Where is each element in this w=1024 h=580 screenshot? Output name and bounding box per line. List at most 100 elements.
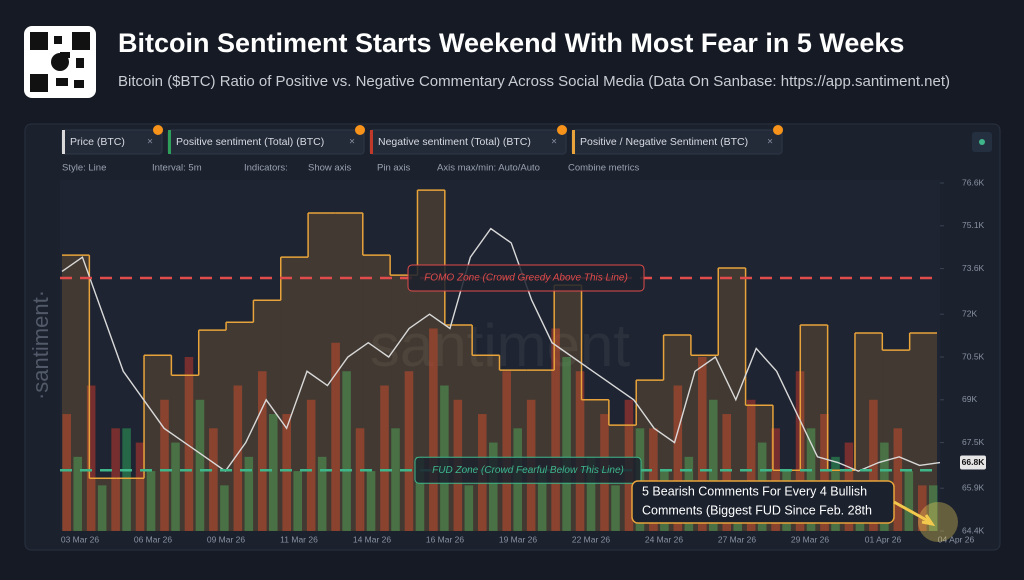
btc-badge xyxy=(355,125,365,135)
x-tick-label: 22 Mar 26 xyxy=(572,534,611,544)
y-tick-label: 75.1K xyxy=(962,220,985,230)
zone-label: FUD Zone (Crowd Fearful Below This Line) xyxy=(432,465,624,476)
callout-text: 5 Bearish Comments For Every 4 Bullish xyxy=(642,484,867,498)
tab-close: × xyxy=(147,137,153,148)
legend-label: Negative sentiment (Total) (BTC) xyxy=(378,136,531,148)
ratio-area xyxy=(444,325,473,531)
sentiment-bar xyxy=(806,428,816,531)
ratio-area xyxy=(335,212,363,532)
legend-swatch xyxy=(168,130,171,154)
sentiment-bar xyxy=(562,357,571,531)
sentiment-bar xyxy=(586,456,596,531)
y-tick-label: 69K xyxy=(962,394,977,404)
title: Bitcoin Sentiment Starts Weekend With Mo… xyxy=(118,28,904,58)
sentiment-bar xyxy=(171,442,180,531)
sentiment-bar xyxy=(698,357,707,531)
x-tick-label: 01 Apr 26 xyxy=(865,534,902,544)
callout-text: Comments (Biggest FUD Since Feb. 28th xyxy=(642,503,872,517)
sentiment-bar xyxy=(929,485,938,531)
sentiment-bar xyxy=(611,485,620,531)
x-tick-label: 11 Mar 26 xyxy=(280,534,318,544)
x-tick-label: 29 Mar 26 xyxy=(791,534,830,544)
y-tick-label: 76.6K xyxy=(962,177,985,187)
sentiment-bar xyxy=(306,399,316,531)
ratio-area xyxy=(362,255,391,531)
sentiment-bar xyxy=(97,485,107,531)
tab-close: × xyxy=(767,137,773,148)
status-dot xyxy=(979,139,985,145)
toolbar-item[interactable]: Interval: 5m xyxy=(152,163,202,174)
sentiment-bar xyxy=(86,385,96,531)
y-tick-label: 70.5K xyxy=(962,351,985,361)
sentiment-bar xyxy=(464,485,474,531)
ratio-area xyxy=(116,478,145,531)
sentiment-bar xyxy=(317,456,327,531)
last-value-label: 66.8K xyxy=(962,457,986,467)
sentiment-bar xyxy=(904,471,914,531)
ratio-area xyxy=(554,285,582,531)
x-tick-label: 09 Mar 26 xyxy=(207,534,246,544)
sentiment-bar xyxy=(746,399,756,531)
ratio-area xyxy=(89,478,117,531)
sentiment-bar xyxy=(233,385,243,531)
sentiment-bar xyxy=(160,399,169,531)
tab-close: × xyxy=(551,137,557,148)
sentiment-bar xyxy=(195,399,205,531)
btc-badge xyxy=(773,125,783,135)
sentiment-bar xyxy=(575,371,585,531)
toolbar-item[interactable]: Show axis xyxy=(308,163,352,174)
sentiment-bar xyxy=(244,456,254,531)
toolbar-item[interactable]: Combine metrics xyxy=(568,163,640,174)
sentiment-bar xyxy=(62,414,71,531)
sentiment-bar xyxy=(429,328,438,531)
ratio-area xyxy=(909,333,937,531)
side-watermark: ·santiment· xyxy=(28,290,53,400)
highlight-glow xyxy=(918,502,958,542)
x-tick-label: 27 Mar 26 xyxy=(718,534,757,544)
sentiment-bar xyxy=(282,414,291,531)
sentiment-bar xyxy=(404,371,414,531)
sentiment-bar xyxy=(184,357,194,531)
legend-label: Price (BTC) xyxy=(70,136,125,148)
ratio-area xyxy=(526,370,555,531)
toolbar-item[interactable]: Indicators: xyxy=(244,163,288,174)
ratio-area xyxy=(308,212,336,532)
qr-pattern xyxy=(30,32,90,92)
toolbar-item[interactable]: Axis max/min: Auto/Auto xyxy=(437,163,540,174)
sentiment-bar xyxy=(709,399,718,531)
x-tick-label: 14 Mar 26 xyxy=(353,534,392,544)
legend-swatch xyxy=(370,130,373,154)
ratio-area xyxy=(472,355,500,531)
sentiment-bar xyxy=(771,428,780,531)
sentiment-bar xyxy=(391,428,400,531)
subtitle: Bitcoin ($BTC) Ratio of Positive vs. Neg… xyxy=(118,73,950,90)
sentiment-bar xyxy=(722,414,731,531)
callout-arrow xyxy=(893,500,936,527)
ratio-area xyxy=(171,375,199,531)
toolbar-item[interactable]: Style: Line xyxy=(62,163,106,174)
sentiment-bar xyxy=(122,428,131,531)
sentiment-bar xyxy=(673,385,683,531)
zone-label-box xyxy=(407,264,645,292)
ratio-area xyxy=(390,275,418,531)
sentiment-bar xyxy=(146,471,156,531)
sentiment-bar xyxy=(111,428,120,531)
sentiment-bar xyxy=(380,385,389,531)
sentiment-bar xyxy=(366,471,376,531)
sentiment-bar xyxy=(489,442,498,531)
ratio-area xyxy=(198,330,227,531)
toolbar-item[interactable]: Pin axis xyxy=(377,163,411,174)
ratio-area xyxy=(62,255,90,531)
x-tick-label: 24 Mar 26 xyxy=(645,534,684,544)
x-tick-label: 19 Mar 26 xyxy=(499,534,538,544)
sentiment-bar xyxy=(331,342,340,531)
sentiment-bar xyxy=(918,485,927,531)
sentiment-bar xyxy=(551,328,560,531)
sentiment-bar xyxy=(258,371,267,531)
sentiment-bar xyxy=(135,442,145,531)
x-tick-label: 06 Mar 26 xyxy=(134,534,173,544)
sentiment-bar xyxy=(209,428,218,531)
btc-badge xyxy=(557,125,567,135)
ratio-area xyxy=(144,355,172,531)
